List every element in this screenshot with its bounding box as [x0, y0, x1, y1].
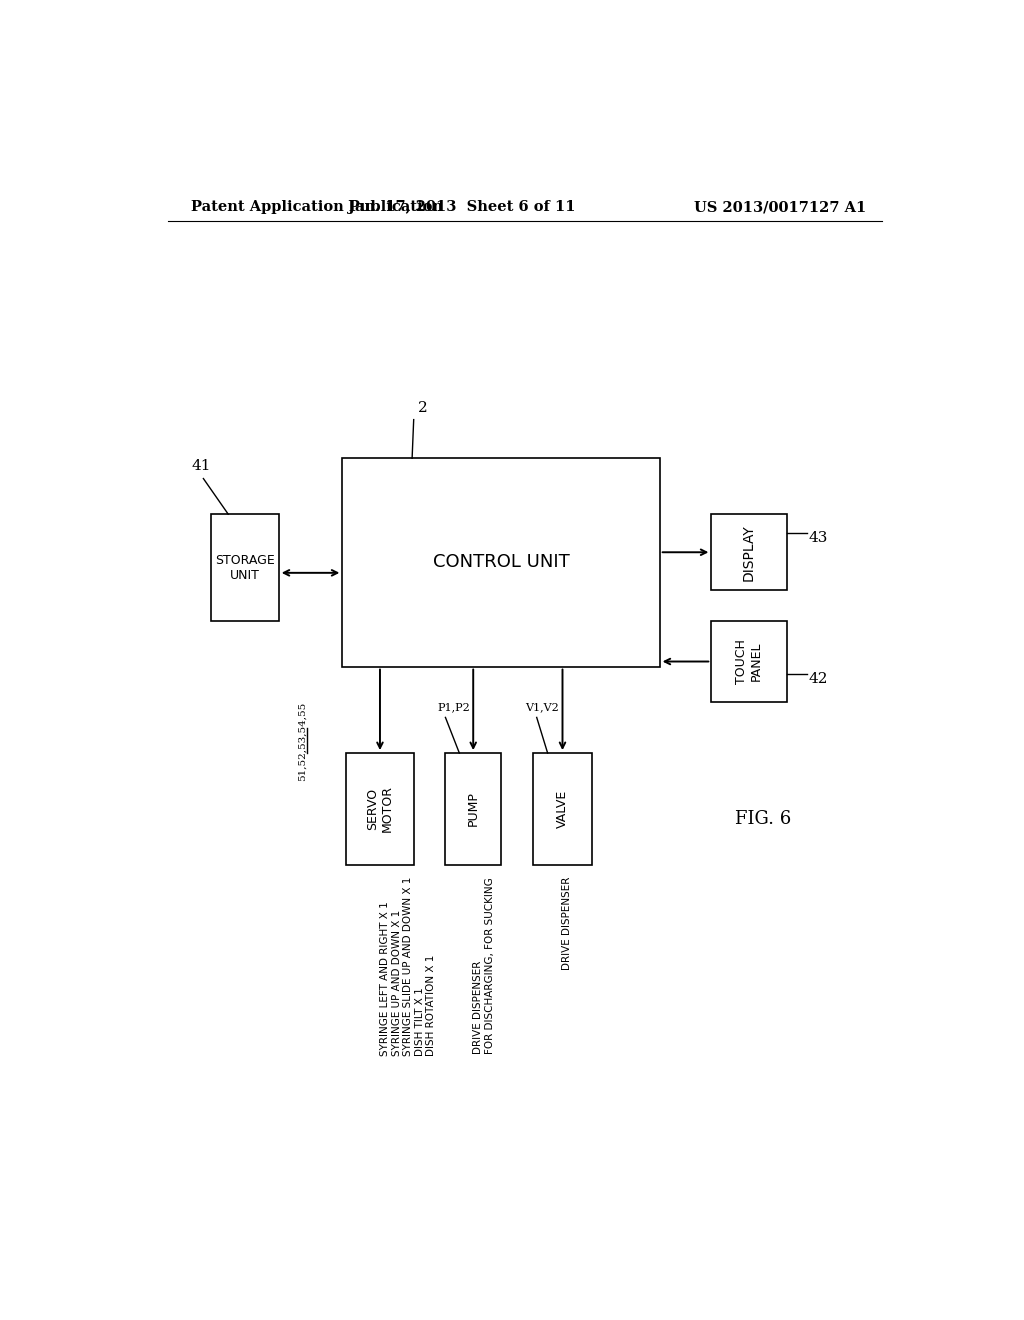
- Text: VALVE: VALVE: [556, 789, 569, 828]
- Bar: [211, 515, 279, 620]
- Text: DRIVE DISPENSER
FOR DISCHARGING, FOR SUCKING: DRIVE DISPENSER FOR DISCHARGING, FOR SUC…: [473, 876, 495, 1053]
- Text: 43: 43: [808, 531, 827, 545]
- Bar: [342, 458, 659, 667]
- Text: FIG. 6: FIG. 6: [735, 810, 791, 828]
- Text: PUMP: PUMP: [467, 792, 479, 826]
- Text: Jan. 17, 2013  Sheet 6 of 11: Jan. 17, 2013 Sheet 6 of 11: [347, 201, 575, 214]
- Bar: [445, 752, 501, 865]
- Bar: [346, 752, 414, 865]
- Bar: [712, 620, 786, 702]
- Text: TOUCH
PANEL: TOUCH PANEL: [735, 639, 763, 684]
- Text: Patent Application Publication: Patent Application Publication: [191, 201, 443, 214]
- Bar: [532, 752, 592, 865]
- Bar: [712, 515, 786, 590]
- Text: V1,V2: V1,V2: [524, 702, 558, 713]
- Text: 2: 2: [418, 400, 427, 414]
- Text: SERVO
MOTOR: SERVO MOTOR: [366, 785, 394, 833]
- Text: STORAGE
UNIT: STORAGE UNIT: [215, 553, 274, 582]
- Text: P1,P2: P1,P2: [437, 702, 470, 713]
- Text: DISPLAY: DISPLAY: [742, 524, 756, 581]
- Text: 41: 41: [191, 459, 211, 474]
- Text: 42: 42: [808, 672, 827, 686]
- Text: 51,52,53,54,55: 51,52,53,54,55: [298, 702, 307, 781]
- Text: US 2013/0017127 A1: US 2013/0017127 A1: [694, 201, 866, 214]
- Text: DRIVE DISPENSER: DRIVE DISPENSER: [562, 876, 572, 970]
- Text: CONTROL UNIT: CONTROL UNIT: [432, 553, 569, 572]
- Text: SYRINGE LEFT AND RIGHT X 1
SYRINGE UP AND DOWN X 1
SYRINGE SLIDE UP AND DOWN X 1: SYRINGE LEFT AND RIGHT X 1 SYRINGE UP AN…: [380, 876, 436, 1056]
